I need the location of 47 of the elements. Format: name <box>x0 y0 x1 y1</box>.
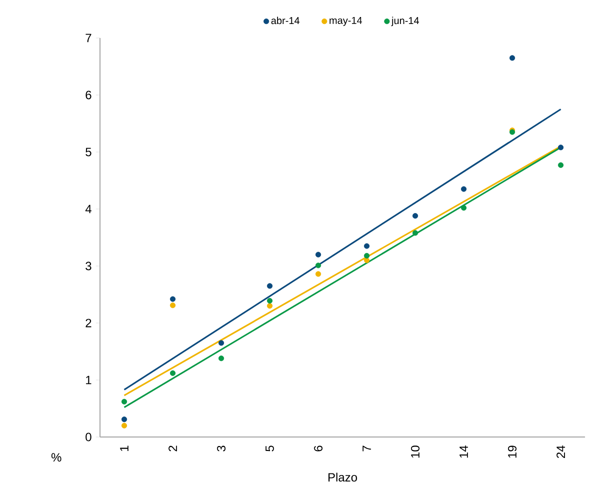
x-tick-label: 10 <box>411 446 420 458</box>
point <box>364 258 370 264</box>
point <box>121 416 128 422</box>
point <box>460 186 467 192</box>
x-tick-label: 14 <box>460 446 468 458</box>
legend-label: abr-14 <box>271 16 300 24</box>
point <box>509 55 516 61</box>
y-axis-title: % <box>51 453 62 462</box>
point <box>558 144 564 150</box>
x-tick-label: 24 <box>556 446 565 458</box>
point <box>315 252 322 258</box>
legend-label: jun-14 <box>391 16 420 26</box>
legend-label: may-14 <box>330 16 362 26</box>
point <box>218 356 224 362</box>
y-tick-label: 3 <box>86 262 92 270</box>
x-tick-label: 1 <box>120 446 128 451</box>
y-tick-label: 7 <box>86 34 92 42</box>
y-tick-label: 1 <box>86 376 92 384</box>
point <box>315 262 322 268</box>
point <box>218 340 224 346</box>
point <box>460 205 467 211</box>
point <box>121 398 128 404</box>
point <box>266 298 273 304</box>
y-tick-label: 0 <box>86 432 92 442</box>
x-tick-label: 7 <box>362 446 371 452</box>
point <box>364 252 370 259</box>
point <box>170 296 176 302</box>
point <box>170 302 176 308</box>
y-tick-label: 5 <box>86 148 92 156</box>
point <box>558 162 564 168</box>
point <box>412 230 418 236</box>
point <box>266 283 273 289</box>
x-tick-label: 6 <box>314 446 323 452</box>
y-tick-label: 2 <box>86 318 92 328</box>
y-tick-label: 6 <box>86 90 92 100</box>
y-tick-label: 4 <box>85 204 92 214</box>
point <box>315 271 322 277</box>
point <box>121 422 128 428</box>
x-axis-title: Plazo <box>328 472 358 482</box>
x-tick-label: 3 <box>217 446 226 452</box>
x-tick-label: 5 <box>266 446 274 452</box>
x-tick-label: 19 <box>508 446 517 458</box>
point <box>412 213 418 219</box>
point <box>364 243 370 249</box>
point <box>266 303 273 309</box>
point <box>170 370 176 376</box>
x-tick-label: 2 <box>168 446 177 452</box>
